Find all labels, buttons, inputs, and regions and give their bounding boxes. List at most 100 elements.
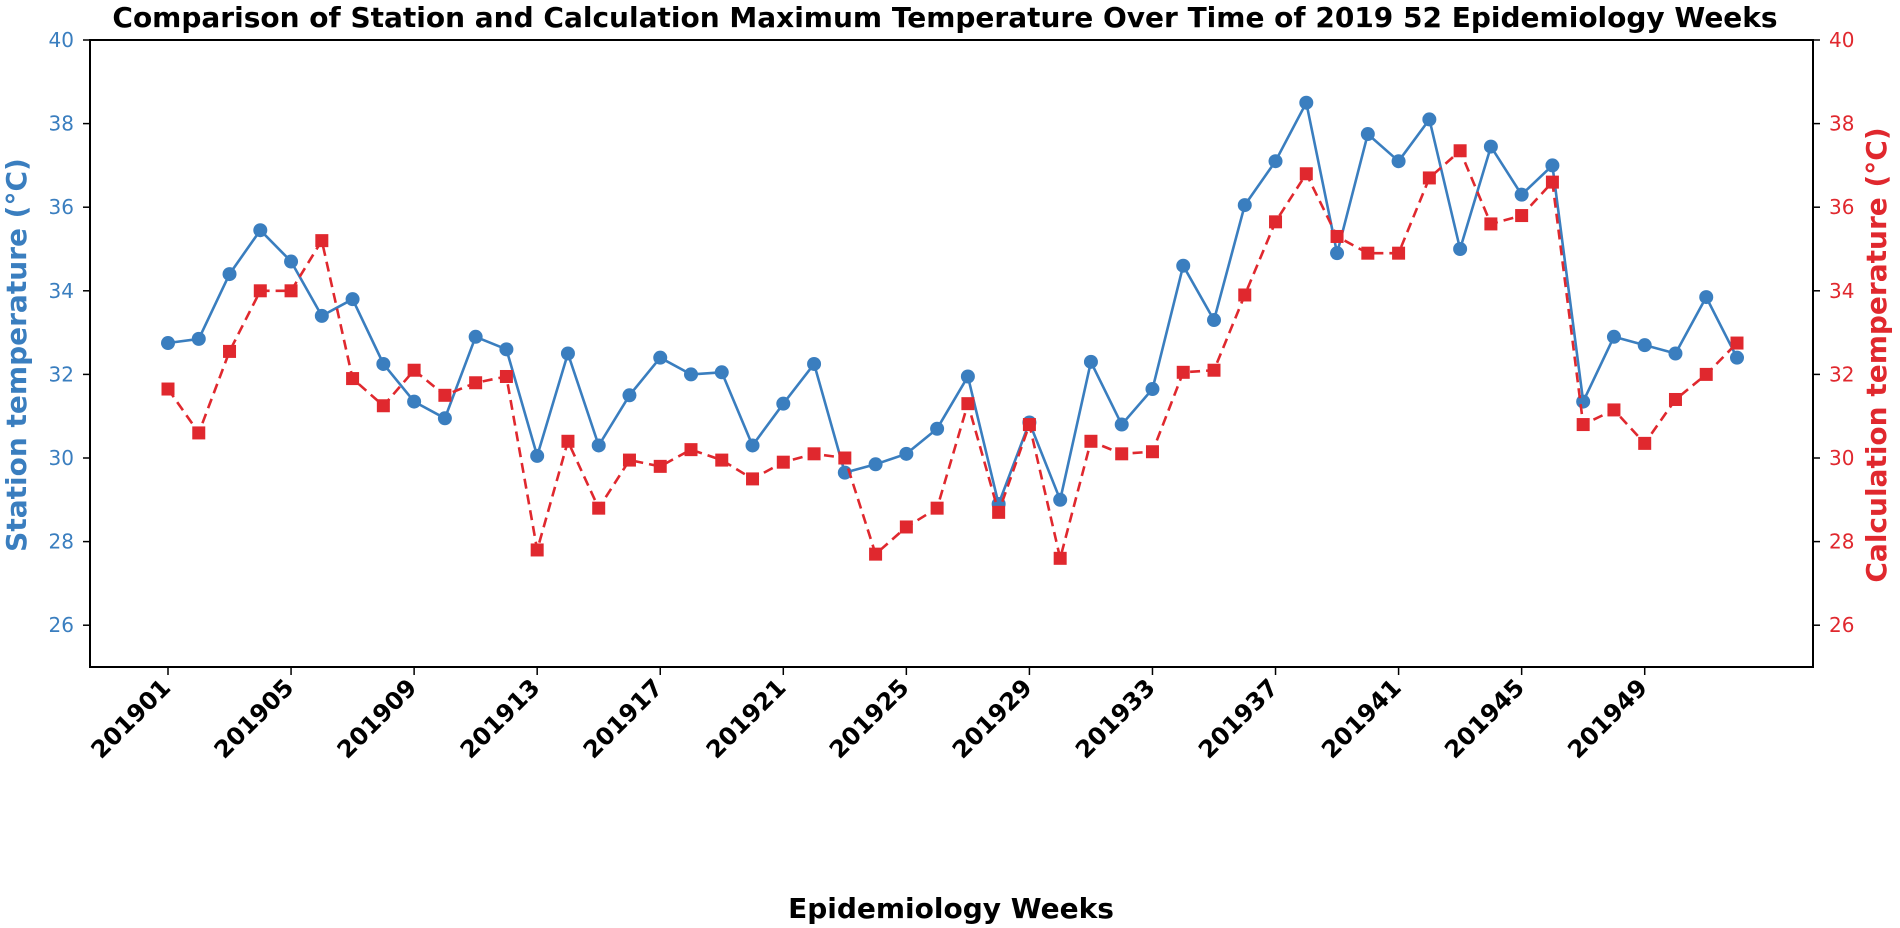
y-right-tick-label: 30	[1829, 446, 1854, 470]
calculation-point	[1207, 363, 1221, 377]
y-axis-right-label: Calculation temperature (°C)	[1860, 127, 1893, 582]
station-point	[161, 336, 175, 351]
station-point	[1268, 154, 1283, 169]
y-right-tick-label: 40	[1829, 28, 1854, 52]
station-point	[1176, 258, 1191, 273]
station-point	[284, 254, 299, 269]
calculation-point	[1638, 436, 1652, 450]
station-point	[314, 308, 329, 323]
series-layer	[161, 95, 1744, 565]
x-tick-label: 201921	[701, 673, 792, 764]
calculation-point	[1730, 336, 1744, 350]
station-point	[1514, 187, 1529, 202]
x-tick-label: 201941	[1316, 673, 1407, 764]
calculation-point	[592, 501, 606, 515]
y-axis-left-ticks: 26 28 30 32 34 36 38 40	[49, 28, 90, 637]
calculation-point	[1115, 447, 1129, 461]
station-point	[1145, 382, 1160, 397]
calculation-point	[1668, 392, 1682, 406]
station-point	[1299, 95, 1314, 110]
x-tick-label: 201945	[1439, 673, 1530, 764]
calculation-point	[438, 388, 452, 402]
y-right-tick-label: 34	[1829, 279, 1854, 303]
chart-title: Comparison of Station and Calculation Ma…	[112, 1, 1777, 34]
station-point	[1668, 346, 1683, 361]
calculation-point	[499, 369, 513, 383]
station-point	[1114, 417, 1129, 432]
station-point	[191, 331, 206, 346]
x-tick-label: 201909	[332, 673, 423, 764]
x-tick-label: 201929	[947, 673, 1038, 764]
station-point	[714, 365, 729, 380]
station-point	[1453, 242, 1468, 256]
calculation-point	[807, 447, 821, 461]
calculation-point	[1053, 551, 1067, 565]
station-point	[684, 367, 698, 382]
station-point	[653, 350, 668, 365]
calculation-point	[1545, 175, 1559, 189]
calculation-point	[1607, 403, 1621, 417]
calculation-point	[776, 455, 790, 469]
calculation-point	[653, 459, 667, 473]
calculation-point	[530, 543, 544, 557]
calculation-point	[407, 363, 421, 377]
station-point	[1699, 290, 1714, 305]
x-tick-label: 201901	[86, 673, 177, 764]
y-left-tick-label: 26	[49, 613, 74, 637]
station-point	[437, 411, 452, 426]
station-point	[960, 369, 975, 384]
calculation-point	[1176, 365, 1190, 379]
calculation-point	[1515, 209, 1529, 223]
station-point	[1483, 139, 1498, 154]
calculation-point	[1422, 171, 1436, 185]
calculation-point	[838, 451, 852, 465]
station-point	[1053, 492, 1068, 507]
station-line	[167, 101, 1739, 506]
calculation-point	[1576, 418, 1590, 432]
calculation-point	[1269, 215, 1283, 229]
station-point	[1637, 338, 1652, 353]
calculation-point	[561, 434, 575, 448]
x-tick-label: 201949	[1562, 673, 1653, 764]
x-tick-label: 201917	[578, 673, 669, 764]
y-left-tick-label: 30	[49, 446, 74, 470]
station-point	[591, 438, 606, 453]
calculation-point	[1238, 288, 1252, 302]
y-right-tick-label: 28	[1829, 530, 1854, 554]
x-tick-label: 201905	[209, 673, 300, 764]
calculation-point	[1022, 418, 1036, 432]
calculation-point	[469, 376, 483, 390]
x-axis-ticks: 201901 201905 201909 201913 201917 201921 2019…	[86, 667, 1653, 764]
station-point	[622, 388, 637, 403]
calculation-point	[223, 344, 237, 358]
station-point	[807, 356, 822, 371]
station-point	[776, 396, 791, 411]
station-point	[345, 292, 360, 307]
station-point	[253, 223, 268, 238]
station-point	[222, 267, 237, 282]
y-left-tick-label: 38	[49, 112, 74, 136]
station-point	[1083, 354, 1098, 369]
y-right-tick-label: 32	[1829, 362, 1854, 386]
y-axis-left-label: Station temperature (°C)	[0, 158, 33, 552]
calculation-point	[284, 284, 298, 298]
y-left-tick-label: 28	[49, 530, 74, 554]
calculation-point	[253, 284, 267, 298]
y-right-tick-label: 38	[1829, 112, 1854, 136]
station-point	[1360, 127, 1375, 142]
station-point	[1330, 246, 1345, 261]
calculation-point	[1145, 445, 1159, 459]
calculation-point	[1484, 217, 1498, 231]
station-point	[745, 438, 760, 453]
calculation-line	[166, 149, 1738, 560]
calculation-point	[346, 372, 360, 386]
y-right-tick-label: 36	[1829, 195, 1854, 219]
calculation-point	[869, 547, 883, 561]
station-point	[376, 356, 391, 371]
calculation-point	[315, 234, 329, 248]
y-left-tick-label: 34	[49, 279, 74, 303]
station-point	[868, 457, 883, 472]
plot-frame	[89, 39, 1814, 668]
station-point	[530, 448, 545, 463]
